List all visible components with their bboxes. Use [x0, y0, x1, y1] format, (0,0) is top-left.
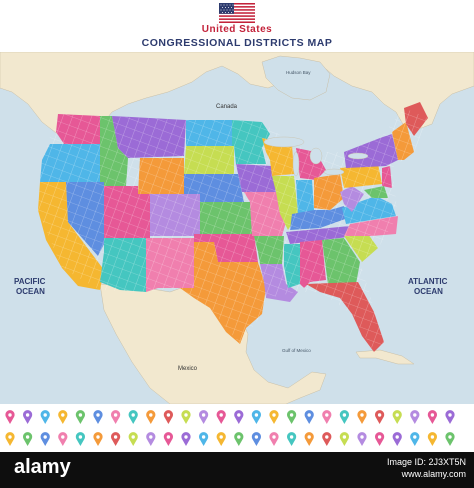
- map-pin-icon: [146, 410, 156, 424]
- label-pacific-ocean-line2: OCEAN: [16, 287, 45, 296]
- map-pin-icon: [234, 432, 244, 446]
- label-gulf-of-mexico: Gulf of Mexico: [282, 348, 311, 353]
- map-pin-icon: [111, 410, 121, 424]
- map-pin-icon: [40, 410, 50, 424]
- map-pin-icon: [5, 432, 15, 446]
- map-pin-icon: [251, 432, 261, 446]
- map-pin-icon: [93, 432, 103, 446]
- map-pin-icon: [269, 410, 279, 424]
- map-pin-icon: [75, 432, 85, 446]
- lake-superior: [263, 136, 305, 148]
- map-pin-icon: [427, 410, 438, 424]
- map-pin-icon: [269, 432, 279, 446]
- map-pin-icon: [445, 410, 455, 424]
- alamy-logo: alamy: [14, 456, 71, 478]
- map-pin-icon: [40, 432, 50, 446]
- label-mexico: Mexico: [178, 366, 198, 372]
- map-pin-icon: [375, 432, 385, 446]
- map-pin-icon: [58, 410, 68, 424]
- us-districts-map: Canada Hudson Bay Mexico Gulf of Mexico …: [0, 52, 474, 404]
- map-pin-icon: [427, 432, 438, 446]
- map-pin-icon: [287, 410, 297, 424]
- map-pin-icon: [251, 410, 261, 424]
- label-atlantic-ocean-line2: OCEAN: [414, 287, 443, 296]
- map-pin-icon: [128, 432, 138, 446]
- map-pin-icon: [181, 432, 191, 446]
- lake-michigan: [292, 151, 300, 177]
- us-flag-icon: [219, 3, 255, 23]
- lake-ontario: [347, 152, 369, 160]
- map-pin-icon: [375, 410, 385, 424]
- map-pin-icon: [304, 410, 314, 424]
- map-pin-icon: [216, 410, 226, 424]
- legend-pin-icons: [0, 404, 474, 452]
- map-pin-icon: [23, 410, 33, 424]
- map-pin-icon: [199, 432, 209, 446]
- map-pin-icon: [339, 432, 349, 446]
- map-header: United States CONGRESSIONAL DISTRICTS MA…: [0, 0, 474, 52]
- great-lakes: [263, 136, 369, 177]
- lake-huron: [309, 147, 323, 165]
- map-pin-icon: [216, 432, 226, 446]
- map-pin-icon: [181, 410, 191, 424]
- map-pin-icon: [410, 432, 420, 446]
- map-pin-icon: [23, 432, 33, 446]
- stock-footer: alamy Image ID: 2J3XT5N www.alamy.com: [0, 452, 474, 488]
- hudson-bay: [261, 55, 331, 101]
- map-pin-icon: [322, 410, 332, 424]
- image-url-line: www.alamy.com: [401, 469, 466, 479]
- map-pin-icon: [445, 432, 455, 446]
- map-pin-icon: [304, 432, 314, 446]
- map-pin-icon: [93, 410, 103, 424]
- map-title: CONGRESSIONAL DISTRICTS MAP: [141, 37, 333, 49]
- map-pin-icon: [287, 432, 297, 446]
- map-pin-icon: [234, 410, 244, 424]
- map-pin-icon: [357, 432, 367, 446]
- label-atlantic-ocean-line1: ATLANTIC: [408, 277, 448, 286]
- lake-erie: [323, 168, 345, 176]
- map-pin-icon: [75, 410, 85, 424]
- map-pin-icon: [128, 410, 138, 424]
- map-pin-icon: [392, 410, 402, 424]
- image-id-line: Image ID: 2J3XT5N: [386, 457, 466, 467]
- map-pin-icon: [322, 432, 332, 446]
- map-pin-icon: [58, 432, 68, 446]
- map-pin-icon: [163, 410, 173, 424]
- legend-icon-strip: [5, 410, 455, 446]
- cuba-island: [355, 349, 415, 365]
- map-pin-icon: [199, 410, 209, 424]
- map-pin-icon: [357, 410, 367, 424]
- map-pin-icon: [110, 432, 121, 446]
- map-pin-icon: [339, 410, 349, 424]
- map-pin-icon: [5, 410, 15, 424]
- label-hudson-bay: Hudson Bay: [286, 70, 311, 75]
- map-pin-icon: [146, 432, 156, 446]
- image-id-text: Image ID: 2J3XT5N www.alamy.com: [346, 456, 466, 480]
- map-pin-icon: [163, 432, 173, 446]
- map-pin-icon: [410, 410, 420, 424]
- label-canada: Canada: [216, 104, 238, 110]
- map-title-country: United States: [201, 24, 273, 35]
- label-pacific-ocean-line1: PACIFIC: [14, 277, 46, 286]
- map-pin-icon: [392, 432, 402, 446]
